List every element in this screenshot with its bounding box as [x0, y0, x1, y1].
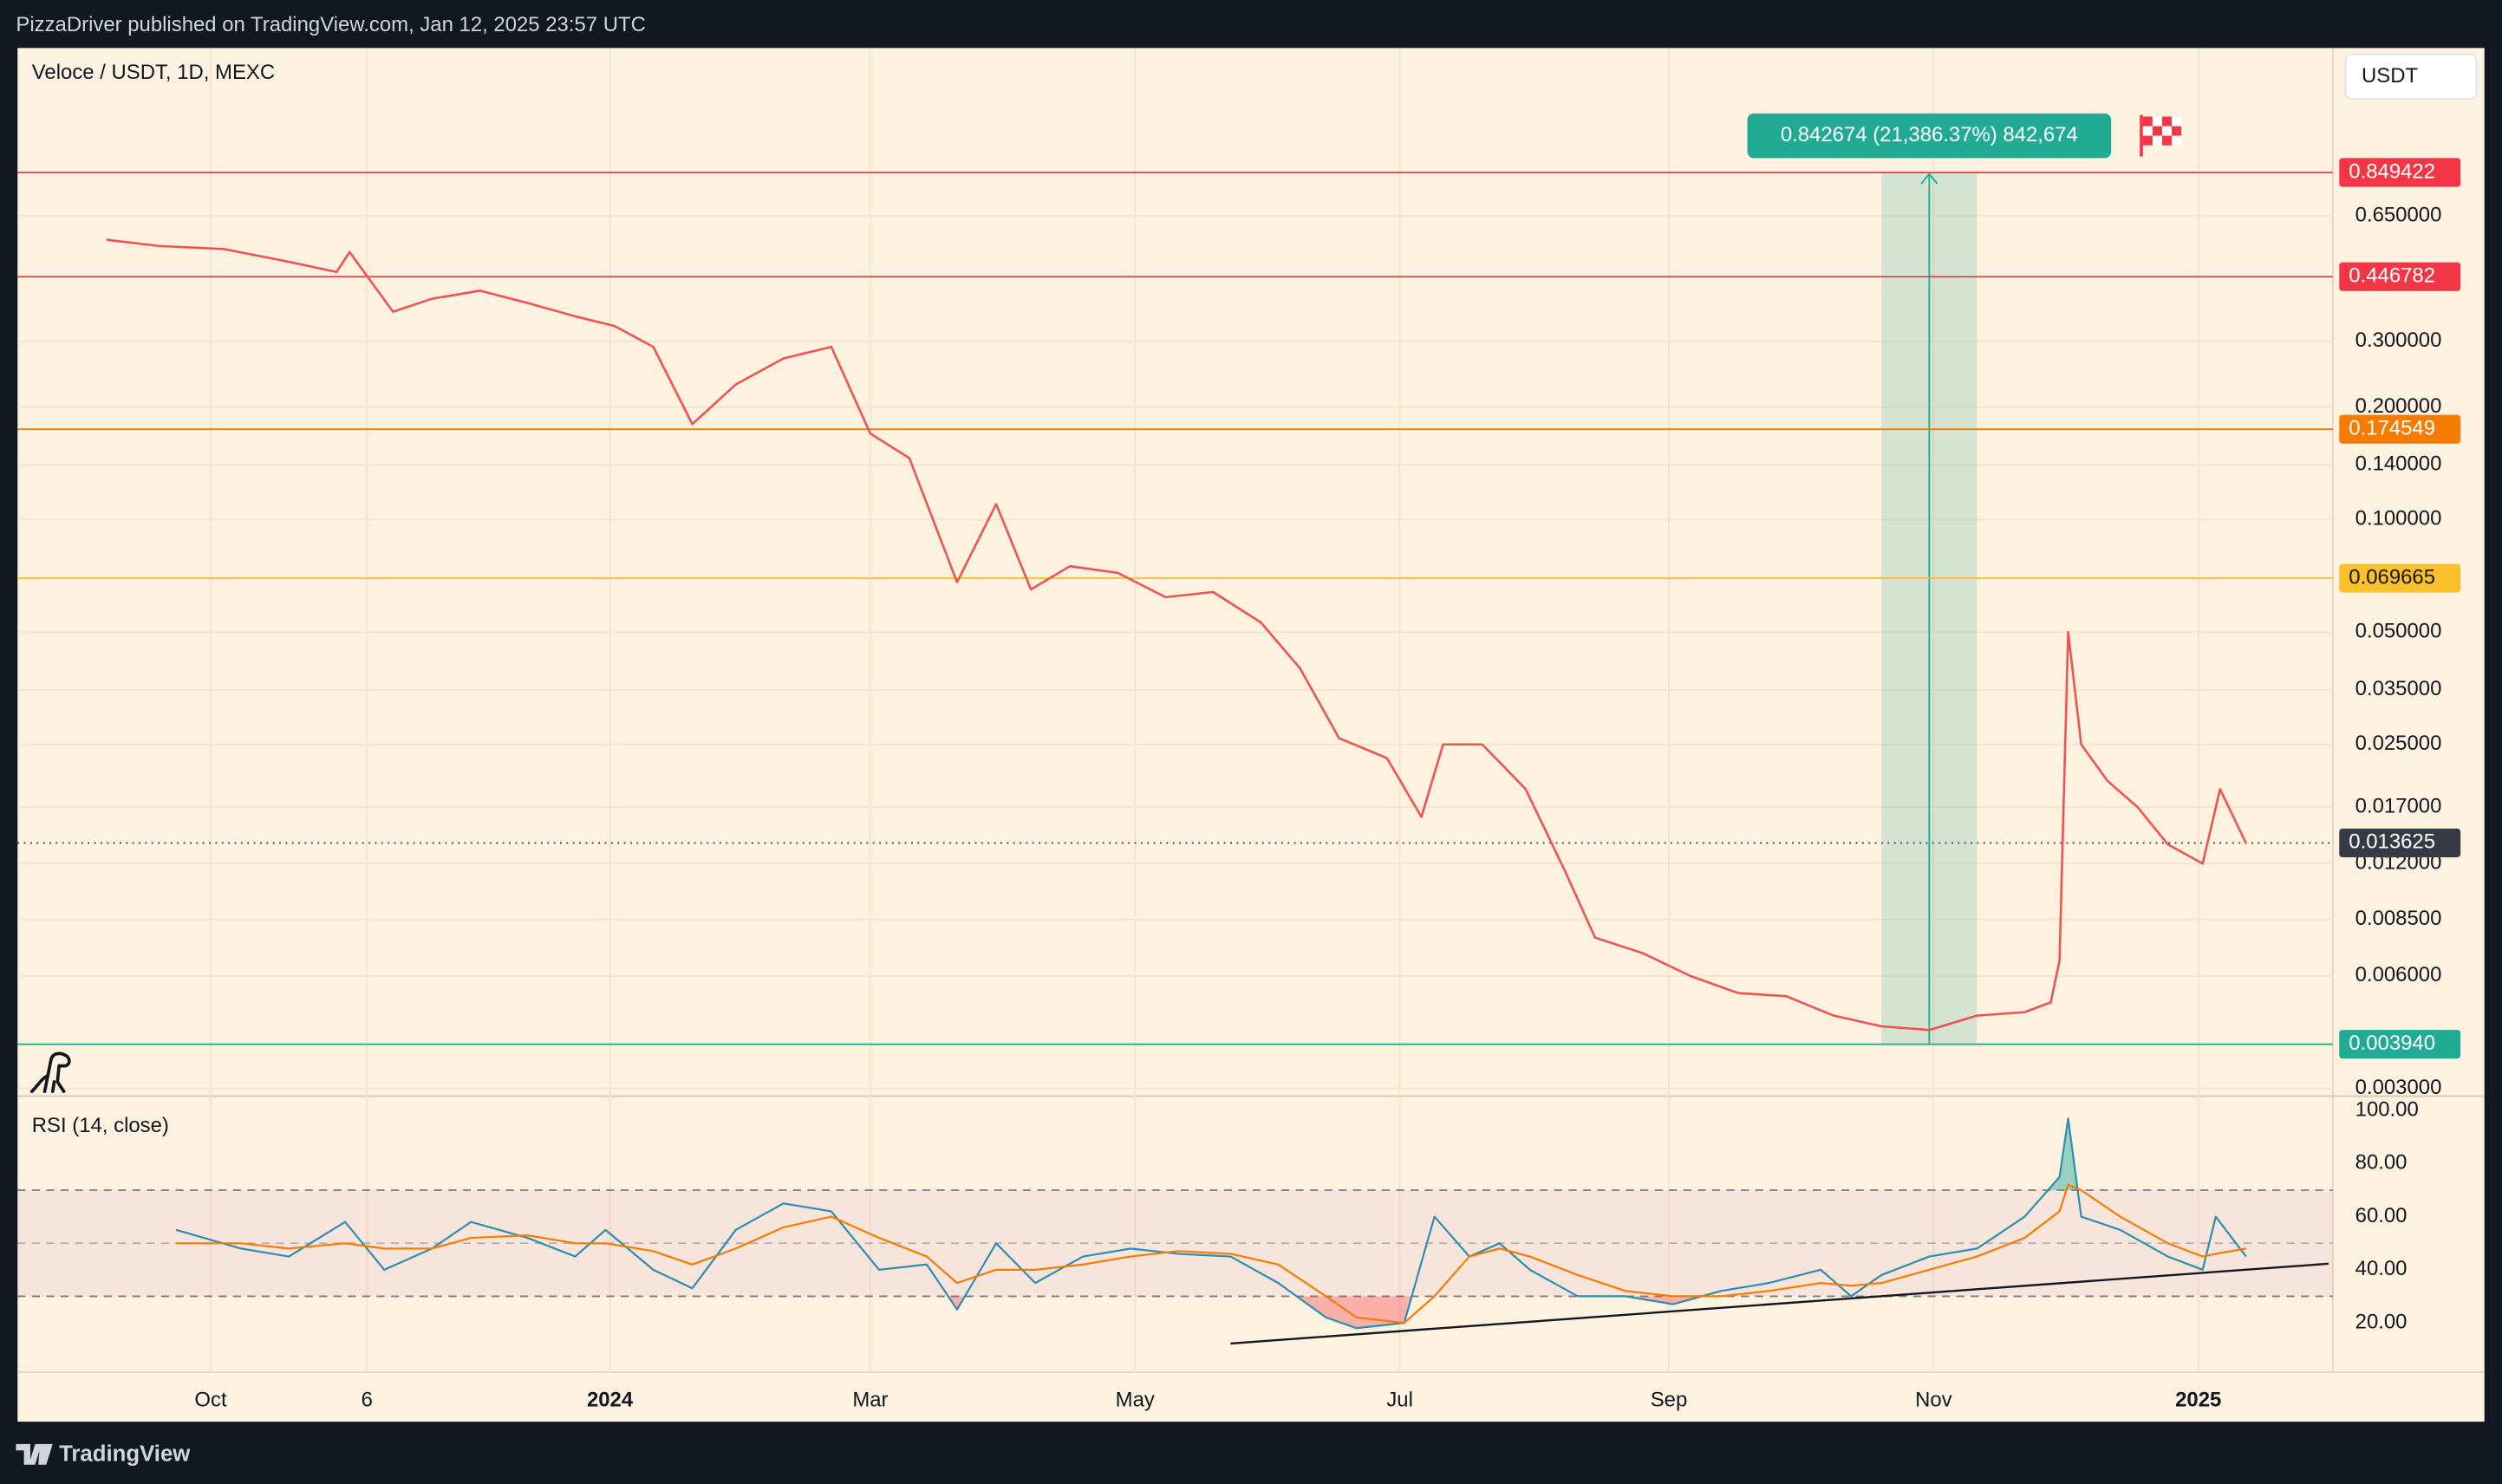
price-level-label: 0.446782 [2349, 264, 2435, 288]
flag-cell [2152, 135, 2162, 146]
flag-cell [2161, 126, 2173, 136]
currency-button[interactable] [2344, 53, 2478, 101]
y-tick-label: 0.200000 [2355, 394, 2442, 418]
rsi-tick-label: 100.00 [2355, 1097, 2419, 1121]
flag-cell [2142, 126, 2153, 136]
x-tick-label: May [1116, 1388, 1155, 1411]
x-tick-label: Mar [852, 1388, 888, 1411]
x-tick-label: Sep [1651, 1388, 1688, 1411]
flag-cell [2172, 135, 2182, 146]
labels-layer: Oct 6 2024 Mar May Jul Sep Nov 2025 0.650000 0.300… [194, 123, 2461, 1411]
tradingview-logo [16, 1443, 53, 1465]
marks-layer [17, 113, 2333, 1345]
y-tick-label: 0.140000 [2355, 452, 2442, 476]
x-tick-label: Oct [194, 1388, 227, 1411]
y-tick-label: 0.300000 [2355, 329, 2442, 352]
x-tick-label: Jul [1386, 1388, 1413, 1411]
flag-cell [2142, 135, 2153, 146]
price-level-label: 0.174549 [2349, 416, 2435, 439]
x-tick-label: 6 [362, 1388, 373, 1411]
flag-cell [2172, 126, 2182, 136]
dino-icon [29, 1051, 71, 1093]
measure-label-box [1747, 113, 2112, 159]
y-tick-label: 0.017000 [2355, 794, 2442, 817]
price-level-tag [2339, 414, 2461, 444]
flag-cell [2172, 116, 2182, 127]
publisher-text: PizzaDriver published on TradingView.com… [16, 13, 645, 36]
price-level-tag [2339, 158, 2461, 187]
price-level-label: 0.013625 [2349, 830, 2435, 854]
currency-button-text[interactable]: USDT [2362, 64, 2418, 88]
price-level-tag [2339, 828, 2461, 858]
y-tick-label: 0.003000 [2355, 1076, 2442, 1099]
price-level-tag [2339, 1030, 2461, 1059]
y-tick-label: 0.050000 [2355, 619, 2442, 642]
flag-cell [2152, 126, 2162, 136]
y-tick-label: 0.008500 [2355, 907, 2442, 930]
y-tick-label: 0.025000 [2355, 732, 2442, 755]
price-level-label: 0.849422 [2349, 159, 2435, 183]
y-tick-label: 0.100000 [2355, 507, 2442, 530]
flag-cell [2142, 116, 2153, 127]
price-level-tag [2339, 262, 2461, 291]
price-level-label: 0.003940 [2349, 1032, 2435, 1055]
rsi-ma-line [176, 1183, 2246, 1325]
rsi-tick-label: 40.00 [2355, 1257, 2408, 1280]
x-tick-label: Nov [1915, 1388, 1952, 1411]
measure-arrowhead [1920, 172, 1938, 185]
footer-brand: TradingView [59, 1442, 191, 1467]
rsi-line [175, 1117, 2247, 1330]
grid-layer [17, 48, 2333, 1373]
measure-label: 0.842674 (21,386.37%) 842,674 [1781, 123, 2078, 146]
y-tick-label: 0.650000 [2355, 203, 2442, 226]
rsi-title: RSI (14, close) [32, 1114, 169, 1137]
price-level-tag [2339, 563, 2461, 593]
price-level-label: 0.069665 [2349, 565, 2435, 589]
flag-cell [2161, 135, 2173, 146]
chart-title: Veloce / USDT, 1D, MEXC [32, 61, 275, 84]
rsi-tick-label: 20.00 [2355, 1310, 2408, 1333]
y-tick-label: 0.035000 [2355, 677, 2442, 700]
x-tick-label: 2024 [587, 1388, 634, 1411]
rsi-tick-label: 80.00 [2355, 1151, 2408, 1175]
rsi-tick-label: 60.00 [2355, 1204, 2408, 1227]
y-tick-label: 0.006000 [2355, 963, 2442, 986]
x-tick-label: 2025 [2175, 1388, 2221, 1411]
flag-cell [2161, 116, 2173, 127]
rsi-trendline [1230, 1262, 2329, 1345]
price-line [106, 238, 2247, 1032]
flag-cell [2152, 116, 2162, 127]
flag-icon [2140, 114, 2182, 157]
